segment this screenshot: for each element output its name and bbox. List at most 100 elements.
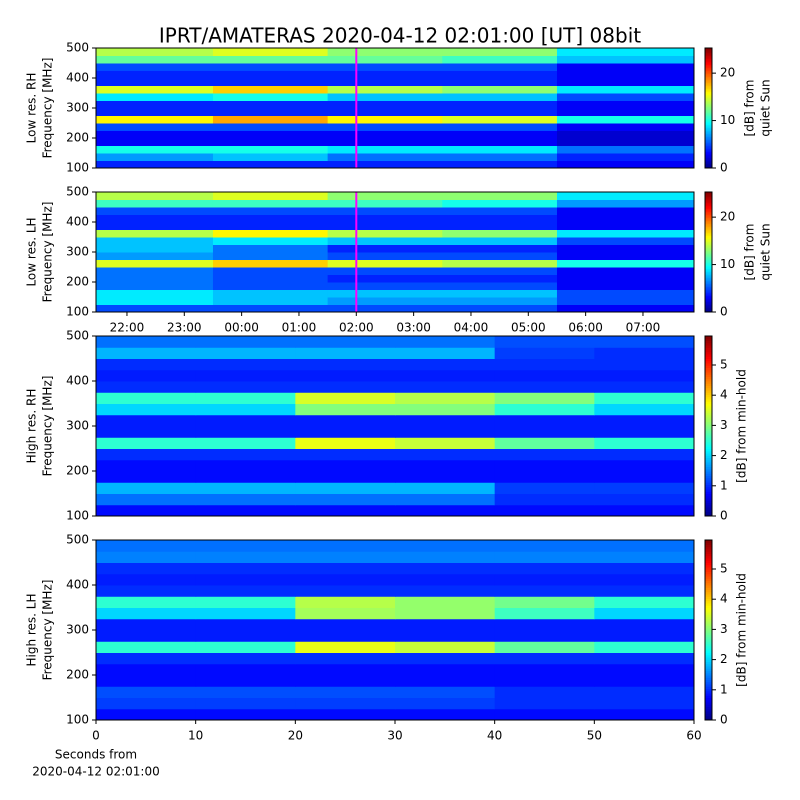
colorbar-swatch — [705, 142, 712, 145]
heatmap-cell — [556, 289, 695, 298]
colorbar-swatch — [705, 105, 712, 107]
heatmap-cell — [327, 85, 443, 94]
colorbar-swatch — [705, 482, 712, 485]
heatmap-cell — [96, 48, 214, 56]
heatmap-cell — [295, 347, 396, 359]
colorbar-swatch — [705, 493, 712, 497]
colorbar-swatch — [705, 100, 712, 103]
colorbar-swatch — [705, 711, 712, 714]
colorbar-swatch — [705, 699, 712, 703]
heatmap-cell — [442, 244, 558, 253]
colorbar-swatch — [705, 365, 712, 368]
colorbar-swatch — [705, 616, 712, 620]
heatmap-cell — [594, 403, 695, 416]
colorbar-swatch — [705, 507, 712, 510]
heatmap-cell — [442, 48, 558, 56]
y-tick-label: 300 — [66, 101, 89, 115]
heatmap-cell — [212, 304, 329, 313]
colorbar-swatch — [705, 555, 712, 559]
colorbar-swatch — [705, 578, 712, 581]
heatmap-cell — [96, 274, 214, 283]
x-tick-label: 60 — [686, 729, 701, 743]
heatmap-cell — [327, 229, 443, 238]
heatmap-cell — [195, 459, 296, 472]
heatmap-cell — [96, 289, 214, 298]
heatmap-cell — [594, 459, 695, 472]
colorbar-swatch — [705, 513, 712, 517]
heatmap-cell — [494, 652, 595, 665]
heatmap-cell — [395, 675, 496, 687]
colorbar-swatch — [705, 120, 712, 122]
heatmap-cell — [327, 108, 443, 116]
colorbar-swatch — [705, 162, 712, 164]
colorbar-swatch — [705, 706, 712, 710]
colorbar-swatch — [705, 432, 712, 436]
colorbar-swatch — [705, 288, 712, 290]
colorbar-swatch — [705, 244, 712, 247]
colorbar-label: [dB] from — [743, 80, 757, 137]
heatmap-cell — [556, 304, 695, 313]
colorbar-swatch — [705, 385, 712, 389]
heatmap-cell — [594, 663, 695, 676]
heatmap-cell — [395, 596, 496, 608]
heatmap-cell — [442, 115, 558, 124]
colorbar-label: [dB] from min-hold — [735, 369, 749, 483]
colorbar-swatch — [705, 217, 712, 220]
heatmap-cell — [442, 78, 558, 86]
figure-title: IPRT/AMATERAS 2020-04-12 02:01:00 [UT] 0… — [159, 24, 641, 48]
colorbar-swatch — [705, 614, 712, 617]
colorbar-tick-label: 3 — [720, 418, 728, 432]
colorbar-swatch — [705, 205, 712, 208]
colorbar-swatch — [705, 76, 712, 79]
heatmap-cell — [556, 222, 695, 230]
heatmap-cell — [594, 504, 695, 517]
colorbar-swatch — [705, 249, 712, 251]
heatmap-cell — [395, 652, 496, 665]
heatmap-cell — [442, 108, 558, 116]
heatmap-cell — [327, 252, 443, 260]
colorbar-swatch — [705, 596, 712, 599]
colorbar-swatch — [705, 403, 712, 407]
heatmap-cell — [327, 282, 443, 290]
heatmap-cell — [295, 437, 396, 449]
colorbar-swatch — [705, 91, 712, 94]
colorbar-swatch — [705, 381, 712, 384]
colorbar-swatch — [705, 225, 712, 227]
y-tick-label: 200 — [66, 131, 89, 145]
x-axis-label: Seconds from — [55, 748, 137, 762]
heatmap-cell — [556, 214, 695, 223]
colorbar-label: quiet Sun — [759, 79, 773, 136]
heatmap-cell — [212, 192, 329, 200]
colorbar-swatch — [705, 154, 712, 157]
colorbar-swatch — [705, 468, 712, 472]
heatmap-cell — [327, 78, 443, 86]
colorbar-swatch — [705, 354, 712, 357]
heatmap-cell — [295, 540, 396, 552]
heatmap-cell — [96, 358, 197, 371]
colorbar-swatch — [705, 401, 712, 404]
y-tick-label: 100 — [66, 161, 89, 175]
y-tick-label: 400 — [66, 215, 89, 229]
heatmap-cell — [295, 663, 396, 676]
heatmap-cell — [96, 160, 214, 169]
colorbar-swatch — [705, 57, 712, 59]
heatmap-cell — [195, 358, 296, 371]
heatmap-cell — [442, 138, 558, 146]
colorbar-swatch — [705, 668, 712, 671]
heatmap-cell — [594, 585, 695, 597]
colorbar-swatch — [705, 253, 712, 256]
heatmap-cell — [442, 259, 558, 268]
colorbar-swatch — [705, 351, 712, 355]
colorbar-swatch — [705, 489, 712, 492]
heatmap-cell — [494, 686, 595, 698]
heatmap-cell — [556, 70, 695, 79]
heatmap-cell — [327, 304, 443, 313]
colorbar-swatch — [705, 85, 712, 88]
heatmap-cell — [96, 85, 214, 94]
heatmap-cell — [96, 585, 197, 597]
heatmap-cell — [494, 562, 595, 575]
heatmap-cell — [442, 130, 558, 139]
heatmap-cell — [96, 618, 197, 631]
heatmap-cell — [96, 504, 197, 517]
colorbar-label: [dB] from — [743, 224, 757, 281]
